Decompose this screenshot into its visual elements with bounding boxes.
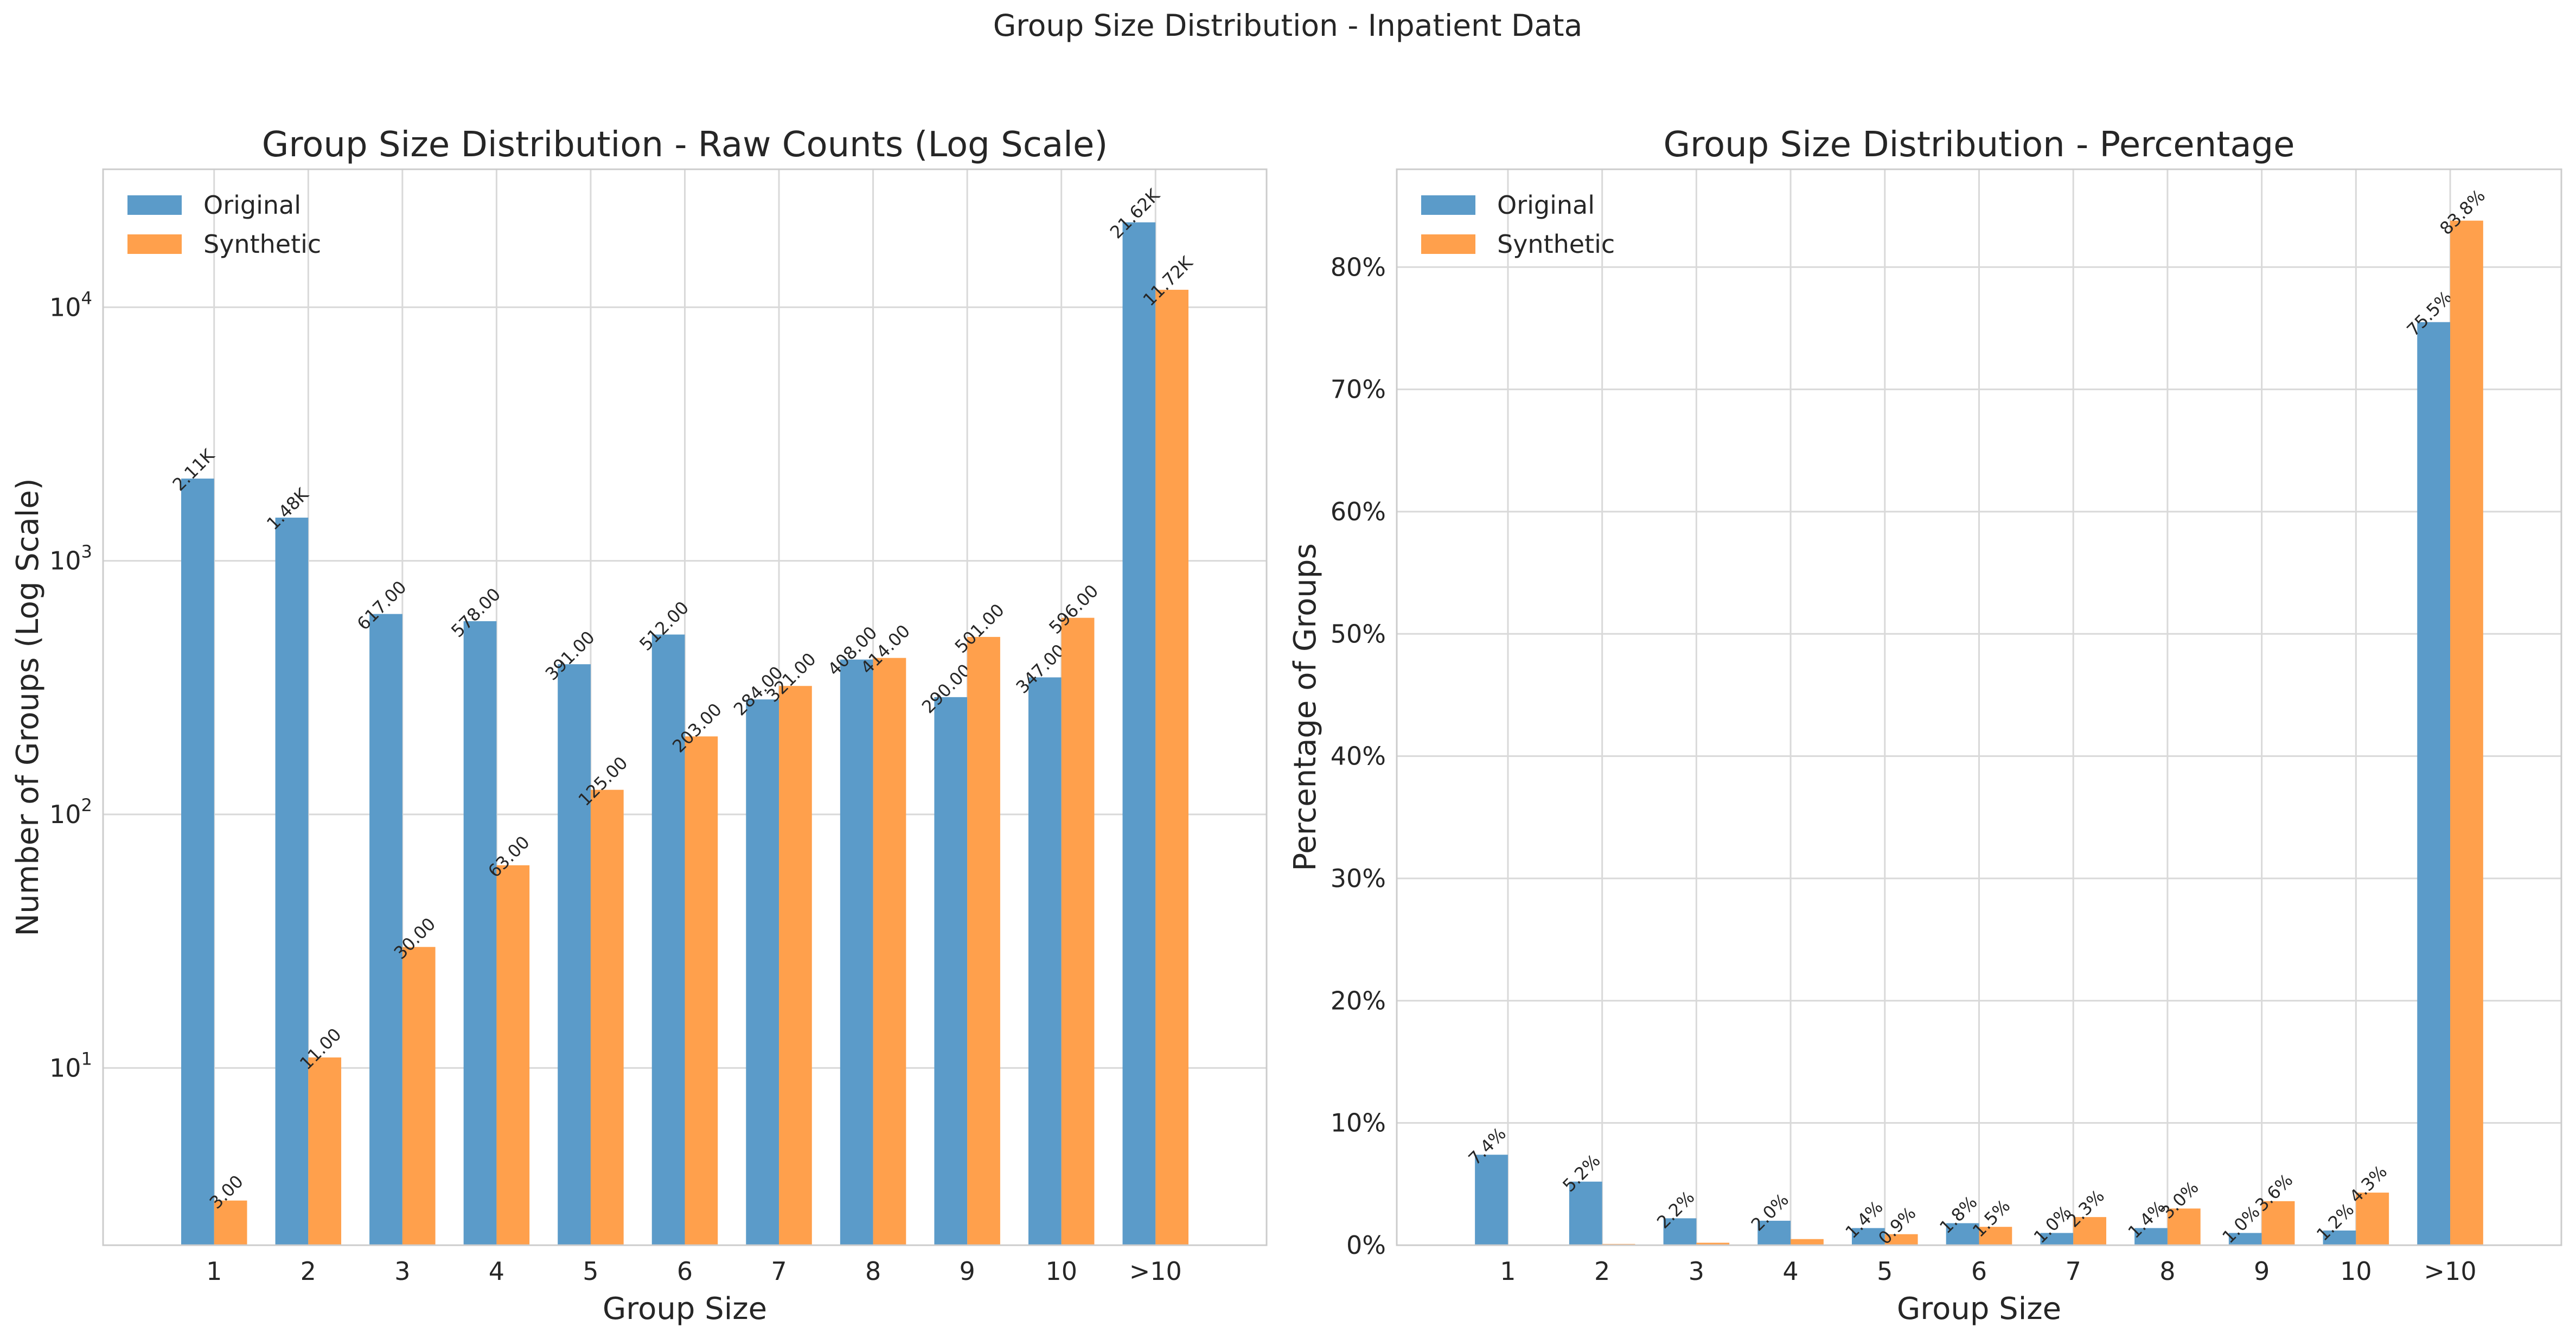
x-tick-label: 9 (2254, 1257, 2270, 1286)
bar-original (840, 659, 873, 1245)
bar-original (1028, 677, 1062, 1245)
bar-original (2323, 1230, 2356, 1245)
y-tick-label: 30% (1331, 864, 1386, 893)
legend-label: Original (203, 190, 301, 220)
x-tick-label: 9 (960, 1257, 975, 1286)
legend-swatch (1421, 234, 1475, 254)
x-tick-label: 5 (583, 1257, 598, 1286)
bar-original (1569, 1181, 1602, 1245)
bar-original (463, 621, 497, 1245)
x-tick-label: 2 (301, 1257, 316, 1286)
y-tick-label: 102 (49, 795, 92, 829)
x-tick-label: 3 (394, 1257, 410, 1286)
subplot-title: Group Size Distribution - Percentage (1663, 125, 2294, 165)
x-tick-label: 4 (489, 1257, 504, 1286)
bar-original (1663, 1218, 1697, 1245)
x-tick-label: 8 (865, 1257, 881, 1286)
x-tick-label: 7 (771, 1257, 787, 1286)
x-axis-label: Group Size (1897, 1291, 2061, 1327)
x-tick-label: 3 (1689, 1257, 1704, 1286)
bar-original (369, 614, 402, 1245)
y-tick-label: 70% (1331, 375, 1386, 404)
y-tick-label: 20% (1331, 986, 1386, 1015)
legend-swatch (1421, 195, 1475, 215)
x-tick-label: 4 (1782, 1257, 1798, 1286)
bar-original (2417, 322, 2451, 1245)
bar-synthetic (2261, 1201, 2295, 1245)
bar-synthetic (2356, 1193, 2389, 1245)
y-tick-label: 50% (1331, 619, 1386, 648)
x-tick-label: >10 (1129, 1257, 1182, 1286)
y-tick-label: 40% (1331, 742, 1386, 771)
bar-synthetic (496, 865, 530, 1245)
bar-synthetic (1061, 617, 1095, 1245)
percentage-panel: 0%10%20%30%40%50%60%70%80%7.4%5.2%2.2% 2.… (1288, 125, 2562, 1327)
x-tick-label: 1 (1500, 1257, 1516, 1286)
bar-synthetic (590, 789, 624, 1245)
bar-synthetic (967, 636, 1000, 1245)
bar-synthetic (873, 658, 906, 1245)
bar-synthetic (308, 1057, 342, 1245)
bar-original (1122, 222, 1156, 1246)
x-tick-label: 2 (1594, 1257, 1610, 1286)
y-tick-label: 60% (1331, 497, 1386, 526)
x-tick-label: 8 (2159, 1257, 2175, 1286)
bar-synthetic (1884, 1234, 1918, 1245)
bar-original (2134, 1228, 2168, 1245)
x-axis-label: Group Size (603, 1291, 767, 1327)
x-tick-label: 6 (1971, 1257, 1987, 1286)
bar-original (1946, 1223, 1979, 1245)
y-tick-label: 104 (49, 288, 92, 322)
bar-synthetic (2450, 220, 2483, 1245)
bar-synthetic (1155, 290, 1188, 1245)
plot-border (102, 168, 1268, 1246)
y-axis-label: Number of Groups (Log Scale) (10, 478, 46, 936)
bar-synthetic (214, 1200, 247, 1245)
bar-synthetic (402, 947, 436, 1245)
bar-synthetic (2073, 1217, 2107, 1245)
plot-border (1396, 168, 2562, 1246)
bar-original (934, 697, 968, 1245)
legend-label: Original (1497, 190, 1595, 220)
bar-original (1475, 1155, 1508, 1245)
x-tick-label: 10 (1045, 1257, 1077, 1286)
legend-label: Synthetic (203, 230, 321, 259)
y-tick-label: 10% (1331, 1108, 1386, 1138)
bar-synthetic (1696, 1242, 1730, 1245)
x-tick-label: 7 (2066, 1257, 2081, 1286)
bar-original (2228, 1233, 2262, 1245)
y-tick-label: 103 (49, 541, 92, 576)
x-tick-label: 6 (677, 1257, 693, 1286)
y-tick-label: 101 (49, 1048, 92, 1082)
bar-original (1757, 1220, 1791, 1245)
bar-original (2040, 1233, 2074, 1245)
subplot-title: Group Size Distribution - Raw Counts (Lo… (262, 125, 1108, 165)
legend-swatch (127, 195, 182, 215)
y-tick-label: 0% (1346, 1231, 1386, 1260)
bar-original (275, 518, 309, 1245)
bar-original (1851, 1228, 1885, 1245)
figure-title: Group Size Distribution - Inpatient Data (993, 8, 1583, 43)
bar-synthetic (779, 686, 812, 1245)
bar-original (181, 479, 214, 1245)
x-tick-label: 1 (206, 1257, 222, 1286)
legend-label: Synthetic (1497, 230, 1615, 259)
bar-synthetic (1979, 1227, 2012, 1245)
bar-synthetic (685, 736, 718, 1245)
y-tick-label: 80% (1331, 252, 1386, 282)
bar-synthetic (2167, 1208, 2201, 1245)
bar-original (558, 664, 591, 1245)
bar-synthetic (1791, 1239, 1824, 1245)
legend-swatch (127, 234, 182, 254)
y-axis-label: Percentage of Groups (1288, 543, 1323, 871)
x-tick-label: >10 (2424, 1257, 2477, 1286)
x-tick-label: 5 (1877, 1257, 1893, 1286)
bar-original (746, 699, 779, 1245)
x-tick-label: 10 (2340, 1257, 2372, 1286)
bar-original (651, 634, 685, 1245)
